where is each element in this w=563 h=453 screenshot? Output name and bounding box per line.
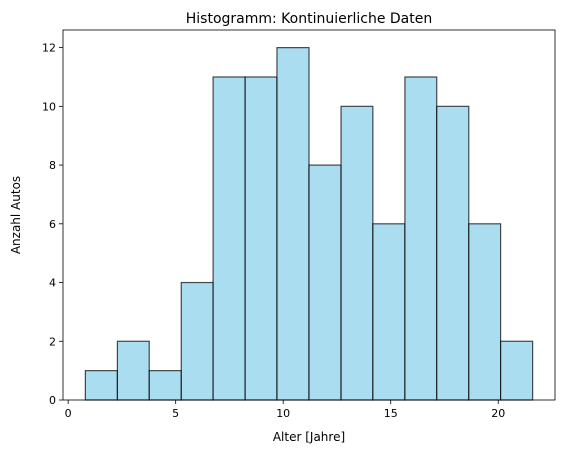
histogram-bar — [404, 76, 438, 401]
histogram-bar — [148, 370, 182, 401]
histogram-bar — [436, 105, 470, 401]
chart-title: Histogramm: Kontinuierliche Daten — [186, 11, 432, 27]
histogram-bar — [308, 164, 342, 401]
x-tick-label: 15 — [384, 407, 398, 420]
y-tick-label: 12 — [42, 42, 56, 55]
x-tick-label: 0 — [65, 407, 72, 420]
histogram-bar — [276, 47, 310, 401]
histogram-bar — [180, 281, 214, 401]
histogram-bar — [499, 340, 534, 401]
histogram-bar — [244, 76, 278, 401]
histogram-bar — [212, 76, 246, 401]
histogram-bar — [468, 223, 502, 401]
y-tick-label: 6 — [49, 218, 56, 231]
x-tick-label: 20 — [491, 407, 505, 420]
x-tick-label: 10 — [276, 407, 290, 420]
x-tick-label: 5 — [172, 407, 179, 420]
y-tick-label: 10 — [42, 100, 56, 113]
plot-frame — [62, 29, 556, 401]
y-axis-label: Anzahl Autos — [9, 176, 23, 254]
y-tick-label: 0 — [49, 394, 56, 407]
histogram-bar — [84, 370, 119, 401]
x-axis-label: Alter [Jahre] — [273, 430, 345, 444]
y-tick-label: 8 — [49, 159, 56, 172]
histogram-bar — [340, 105, 374, 401]
x-ticks: 0 5 10 15 20 — [65, 400, 505, 420]
y-tick-label: 2 — [49, 335, 56, 348]
histogram-bar — [116, 340, 150, 401]
y-tick-label: 4 — [49, 277, 56, 290]
histogram-bar — [372, 223, 406, 401]
bars — [84, 47, 534, 401]
y-ticks: 0 2 4 6 8 10 12 — [42, 42, 63, 407]
